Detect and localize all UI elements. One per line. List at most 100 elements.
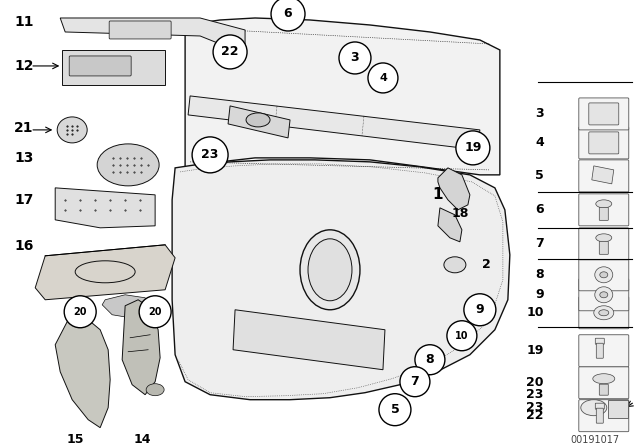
Ellipse shape <box>596 234 612 242</box>
Text: 8: 8 <box>426 353 434 366</box>
Polygon shape <box>228 106 290 138</box>
Polygon shape <box>35 245 175 300</box>
Polygon shape <box>185 18 500 175</box>
Text: 19: 19 <box>464 142 481 155</box>
Text: 18: 18 <box>452 207 469 220</box>
Ellipse shape <box>594 306 614 320</box>
Text: 2: 2 <box>482 258 491 271</box>
FancyBboxPatch shape <box>589 103 619 125</box>
Ellipse shape <box>595 267 612 283</box>
FancyBboxPatch shape <box>579 297 628 329</box>
FancyBboxPatch shape <box>579 259 628 291</box>
Polygon shape <box>122 300 160 395</box>
FancyBboxPatch shape <box>595 403 604 409</box>
Ellipse shape <box>599 310 609 316</box>
Text: 5: 5 <box>535 169 544 182</box>
Text: 20: 20 <box>526 376 544 389</box>
Polygon shape <box>55 188 155 228</box>
FancyBboxPatch shape <box>599 207 608 220</box>
Text: 4: 4 <box>379 73 387 83</box>
Polygon shape <box>102 295 155 320</box>
FancyBboxPatch shape <box>69 56 131 76</box>
Text: 23: 23 <box>527 388 544 401</box>
FancyBboxPatch shape <box>579 127 628 159</box>
Text: 15: 15 <box>67 433 84 446</box>
FancyBboxPatch shape <box>579 279 628 311</box>
Ellipse shape <box>593 374 615 383</box>
FancyBboxPatch shape <box>599 241 608 254</box>
Polygon shape <box>188 96 480 150</box>
FancyBboxPatch shape <box>579 367 628 399</box>
Text: 4: 4 <box>535 136 544 149</box>
Polygon shape <box>233 310 385 370</box>
Text: 1: 1 <box>432 187 442 202</box>
Polygon shape <box>608 400 628 418</box>
Text: 23: 23 <box>527 401 544 414</box>
Ellipse shape <box>600 292 608 298</box>
Ellipse shape <box>426 349 444 361</box>
Text: 13: 13 <box>14 151 34 165</box>
Polygon shape <box>438 168 470 210</box>
Text: 00191017: 00191017 <box>571 435 620 445</box>
Circle shape <box>339 42 371 74</box>
Text: 11: 11 <box>14 15 34 29</box>
Polygon shape <box>60 18 245 44</box>
FancyBboxPatch shape <box>595 338 604 344</box>
Text: 9: 9 <box>535 288 544 301</box>
Text: 22: 22 <box>221 45 239 58</box>
Ellipse shape <box>246 113 270 127</box>
Text: 3: 3 <box>351 52 359 65</box>
Ellipse shape <box>57 117 87 143</box>
Text: 20: 20 <box>148 307 162 317</box>
Text: 3: 3 <box>535 108 544 121</box>
Circle shape <box>271 0 305 31</box>
Circle shape <box>456 131 490 165</box>
Ellipse shape <box>300 230 360 310</box>
FancyBboxPatch shape <box>579 194 628 226</box>
Text: 6: 6 <box>535 203 544 216</box>
FancyBboxPatch shape <box>579 400 628 432</box>
Circle shape <box>464 294 496 326</box>
FancyBboxPatch shape <box>596 343 604 358</box>
Polygon shape <box>592 166 614 184</box>
Polygon shape <box>438 208 462 242</box>
Text: 23: 23 <box>202 148 219 161</box>
Text: 14: 14 <box>133 433 151 446</box>
Ellipse shape <box>308 239 352 301</box>
FancyBboxPatch shape <box>599 384 608 395</box>
Circle shape <box>192 137 228 173</box>
Text: 10: 10 <box>455 331 468 341</box>
Circle shape <box>139 296 171 328</box>
Text: 19: 19 <box>527 344 544 357</box>
Circle shape <box>415 345 445 375</box>
Text: 21: 21 <box>14 121 34 135</box>
Ellipse shape <box>595 287 612 303</box>
Text: 16: 16 <box>14 239 34 253</box>
Text: 12: 12 <box>14 59 34 73</box>
Text: 17: 17 <box>14 193 34 207</box>
Text: 5: 5 <box>390 403 399 416</box>
Ellipse shape <box>146 383 164 396</box>
Text: 7: 7 <box>535 237 544 250</box>
Ellipse shape <box>600 272 608 278</box>
FancyBboxPatch shape <box>579 160 628 192</box>
FancyBboxPatch shape <box>579 98 628 130</box>
Ellipse shape <box>581 400 607 416</box>
FancyBboxPatch shape <box>109 21 171 39</box>
Circle shape <box>64 296 96 328</box>
Polygon shape <box>55 318 110 428</box>
Circle shape <box>213 35 247 69</box>
Ellipse shape <box>97 144 159 186</box>
Circle shape <box>368 63 398 93</box>
Circle shape <box>447 321 477 351</box>
FancyBboxPatch shape <box>589 132 619 154</box>
Text: 7: 7 <box>410 375 419 388</box>
Polygon shape <box>172 160 510 400</box>
Circle shape <box>400 367 430 396</box>
Circle shape <box>379 394 411 426</box>
Text: 10: 10 <box>526 306 544 319</box>
FancyBboxPatch shape <box>579 335 628 367</box>
Polygon shape <box>62 50 165 85</box>
Text: 22: 22 <box>526 409 544 422</box>
Ellipse shape <box>596 200 612 208</box>
